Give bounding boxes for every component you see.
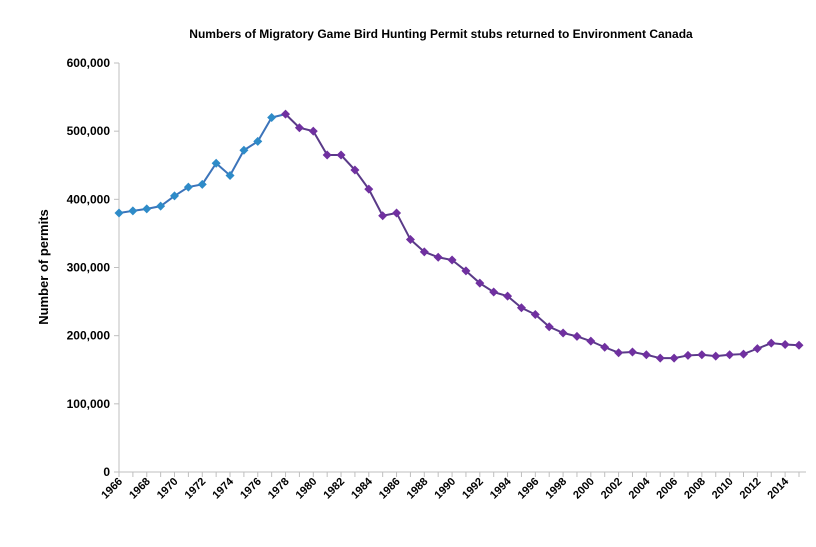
x-tick-label: 1990 bbox=[432, 476, 458, 502]
x-tick-label: 1996 bbox=[516, 476, 542, 502]
x-tick-label: 2000 bbox=[571, 476, 597, 502]
x-tick-label: 1982 bbox=[321, 476, 347, 502]
x-tick-label: 1968 bbox=[127, 476, 153, 502]
y-tick-label: 300,000 bbox=[67, 261, 111, 275]
data-point-marker bbox=[322, 150, 332, 160]
x-tick-label: 2014 bbox=[765, 475, 791, 501]
x-tick-label: 1988 bbox=[405, 476, 431, 502]
x-tick-label: 1980 bbox=[294, 476, 320, 502]
data-point-marker bbox=[336, 150, 346, 160]
data-point-marker bbox=[114, 208, 124, 218]
x-tick-label: 1974 bbox=[210, 475, 236, 501]
data-point-marker bbox=[433, 252, 443, 262]
data-point-marker bbox=[405, 235, 415, 245]
data-point-marker bbox=[364, 184, 374, 194]
data-point-marker bbox=[128, 206, 138, 216]
data-point-marker bbox=[766, 338, 776, 348]
data-point-marker bbox=[780, 340, 790, 350]
data-point-marker bbox=[308, 126, 318, 136]
y-tick-label: 100,000 bbox=[67, 397, 111, 411]
data-point-marker bbox=[794, 340, 804, 350]
data-point-marker bbox=[627, 347, 637, 357]
data-point-marker bbox=[461, 266, 471, 276]
data-point-marker bbox=[641, 350, 651, 360]
data-point-marker bbox=[558, 328, 568, 338]
data-point-marker bbox=[419, 247, 429, 257]
chart-title: Numbers of Migratory Game Bird Hunting P… bbox=[189, 27, 693, 41]
data-point-marker bbox=[572, 331, 582, 341]
data-point-marker bbox=[225, 170, 235, 180]
series-line-early bbox=[118, 113, 286, 214]
y-tick-label: 200,000 bbox=[67, 329, 111, 343]
data-point-marker bbox=[655, 353, 665, 363]
x-tick-label: 2008 bbox=[682, 476, 708, 502]
x-tick-label: 2010 bbox=[710, 476, 736, 502]
data-point-marker bbox=[142, 204, 152, 214]
data-point-marker bbox=[378, 211, 388, 221]
data-point-marker bbox=[392, 208, 402, 218]
x-tick-label: 1984 bbox=[349, 475, 375, 501]
data-point-marker bbox=[239, 145, 249, 155]
x-tick-label: 2012 bbox=[738, 476, 764, 502]
y-tick-label: 0 bbox=[103, 465, 110, 479]
x-tick-label: 2006 bbox=[654, 476, 680, 502]
data-point-marker bbox=[669, 353, 679, 363]
x-tick-label: 1970 bbox=[155, 476, 181, 502]
data-point-marker bbox=[683, 350, 693, 360]
data-point-marker bbox=[489, 287, 499, 297]
y-tick-label: 500,000 bbox=[67, 124, 111, 138]
x-tick-label: 2004 bbox=[627, 475, 653, 501]
x-tick-label: 2002 bbox=[599, 476, 625, 502]
x-tick-label: 1972 bbox=[183, 476, 209, 502]
data-point-marker bbox=[600, 342, 610, 352]
x-tick-label: 1998 bbox=[543, 476, 569, 502]
data-point-marker bbox=[475, 278, 485, 288]
data-point-marker bbox=[738, 349, 748, 359]
data-point-marker bbox=[211, 158, 221, 168]
data-point-marker bbox=[516, 303, 526, 313]
x-tick-label: 1992 bbox=[460, 476, 486, 502]
x-tick-label: 1994 bbox=[488, 475, 514, 501]
data-point-marker bbox=[281, 109, 291, 119]
x-tick-label: 1976 bbox=[238, 476, 264, 502]
data-point-marker bbox=[170, 191, 180, 201]
x-tick-label: 1986 bbox=[377, 476, 403, 502]
y-tick-label: 600,000 bbox=[67, 56, 111, 70]
series-line-late bbox=[284, 113, 800, 360]
data-point-marker bbox=[711, 351, 721, 361]
data-point-marker bbox=[447, 255, 457, 265]
data-point-marker bbox=[294, 123, 304, 133]
data-point-marker bbox=[752, 344, 762, 354]
data-point-marker bbox=[350, 165, 360, 175]
data-point-marker bbox=[503, 291, 513, 301]
data-point-marker bbox=[725, 350, 735, 360]
data-point-marker bbox=[253, 136, 263, 146]
data-point-marker bbox=[530, 310, 540, 320]
data-point-marker bbox=[697, 350, 707, 360]
y-tick-label: 400,000 bbox=[67, 192, 111, 206]
data-point-marker bbox=[183, 182, 193, 192]
data-point-marker bbox=[586, 336, 596, 346]
data-point-marker bbox=[197, 179, 207, 189]
data-point-marker bbox=[614, 348, 624, 358]
y-axis-label: Number of permits bbox=[36, 209, 51, 325]
x-tick-label: 1966 bbox=[99, 476, 125, 502]
x-tick-label: 1978 bbox=[266, 476, 292, 502]
data-point-marker bbox=[156, 201, 166, 211]
data-point-marker bbox=[267, 113, 277, 123]
data-point-marker bbox=[544, 322, 554, 332]
